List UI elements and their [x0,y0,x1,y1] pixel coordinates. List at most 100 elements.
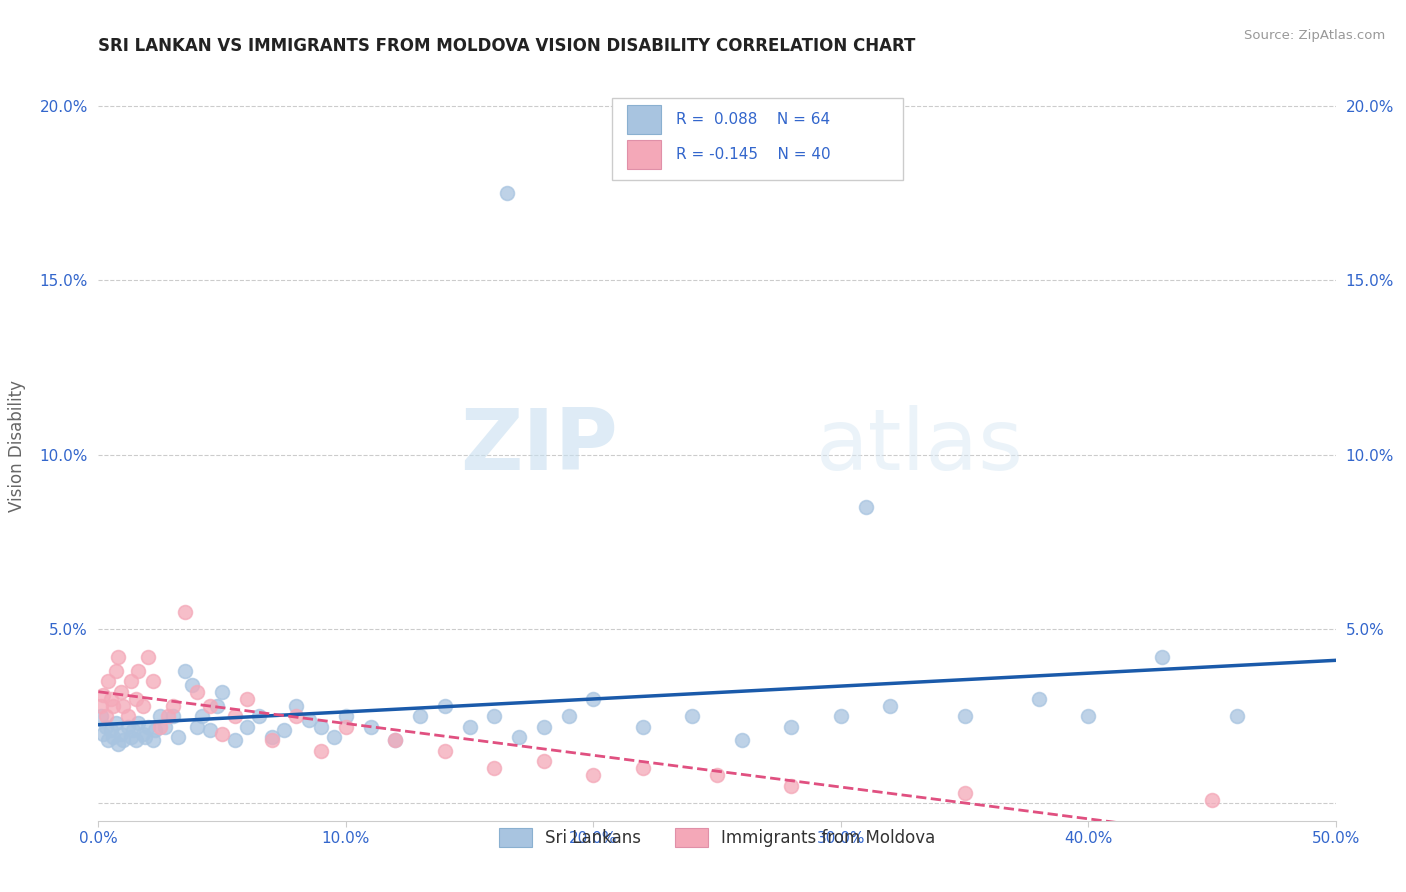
Text: atlas: atlas [815,404,1024,488]
Point [205,698,228,713]
Point [149,709,172,723]
Point [409,709,432,723]
Point [495,186,517,201]
Point [211,726,233,740]
Point [97,733,120,747]
Point [162,698,184,713]
Point [156,709,179,723]
Text: ZIP: ZIP [460,404,619,488]
Point [322,730,344,744]
Point [100,723,122,737]
Point [110,684,132,698]
Point [186,684,208,698]
Point [309,744,332,758]
Point [120,674,142,689]
Point [124,733,146,747]
Point [132,726,155,740]
Point [155,720,177,734]
Point [236,720,259,734]
Point [186,720,208,734]
Point [1201,793,1223,807]
Point [93,688,115,702]
Point [309,720,332,734]
Point [117,720,139,734]
Point [273,723,295,737]
Legend: Sri Lankans, Immigrants from Moldova: Sri Lankans, Immigrants from Moldova [492,821,942,854]
Point [198,723,221,737]
Point [142,733,165,747]
Point [1077,709,1099,723]
Point [582,691,605,706]
Point [953,786,976,800]
Point [100,691,122,706]
Point [107,737,129,751]
Point [855,500,877,514]
Text: SRI LANKAN VS IMMIGRANTS FROM MOLDOVA VISION DISABILITY CORRELATION CHART: SRI LANKAN VS IMMIGRANTS FROM MOLDOVA VI… [98,37,915,54]
Point [122,723,145,737]
Point [90,709,112,723]
Point [174,605,197,619]
Point [260,733,283,747]
Point [127,664,149,678]
Point [384,733,406,747]
Point [384,733,406,747]
Point [285,698,308,713]
Point [181,678,204,692]
Point [484,709,506,723]
Point [103,730,125,744]
Point [127,716,149,731]
Point [132,698,155,713]
Point [484,761,506,775]
Point [508,730,530,744]
Point [731,733,754,747]
Point [1028,691,1050,706]
Point [166,730,188,744]
Point [681,709,703,723]
Point [335,709,357,723]
Point [104,664,127,678]
Point [433,698,456,713]
Point [136,649,159,664]
Point [94,720,117,734]
Point [953,709,976,723]
Point [631,761,654,775]
Point [582,768,605,782]
Point [90,698,112,713]
Point [149,720,172,734]
Y-axis label: Vision Disability: Vision Disability [8,380,25,512]
Point [458,720,481,734]
Text: Source: ZipAtlas.com: Source: ZipAtlas.com [1244,29,1385,42]
Point [162,709,184,723]
Point [533,720,555,734]
Point [557,709,579,723]
Point [134,730,156,744]
Point [136,720,159,734]
Point [780,779,803,793]
Point [335,720,357,734]
Point [143,723,166,737]
Point [211,684,233,698]
Point [107,649,129,664]
Point [191,709,214,723]
Point [298,713,321,727]
Point [224,709,246,723]
Point [198,698,221,713]
Point [260,730,283,744]
Text: R = -0.145    N = 40: R = -0.145 N = 40 [676,147,831,162]
Point [142,674,165,689]
Point [236,691,259,706]
Point [433,744,456,758]
Point [285,709,308,723]
Point [247,709,270,723]
Point [110,726,132,740]
FancyBboxPatch shape [627,105,661,134]
Point [631,720,654,734]
Point [360,720,382,734]
Point [174,664,197,678]
Point [120,730,142,744]
FancyBboxPatch shape [627,140,661,169]
Point [879,698,901,713]
Point [830,709,852,723]
Point [97,674,120,689]
Text: R =  0.088    N = 64: R = 0.088 N = 64 [676,112,831,127]
